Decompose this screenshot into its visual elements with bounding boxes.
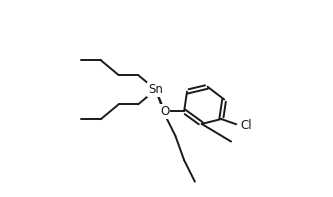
Text: O: O [160,105,169,118]
Text: Cl: Cl [241,119,252,132]
Text: Sn: Sn [148,83,163,96]
